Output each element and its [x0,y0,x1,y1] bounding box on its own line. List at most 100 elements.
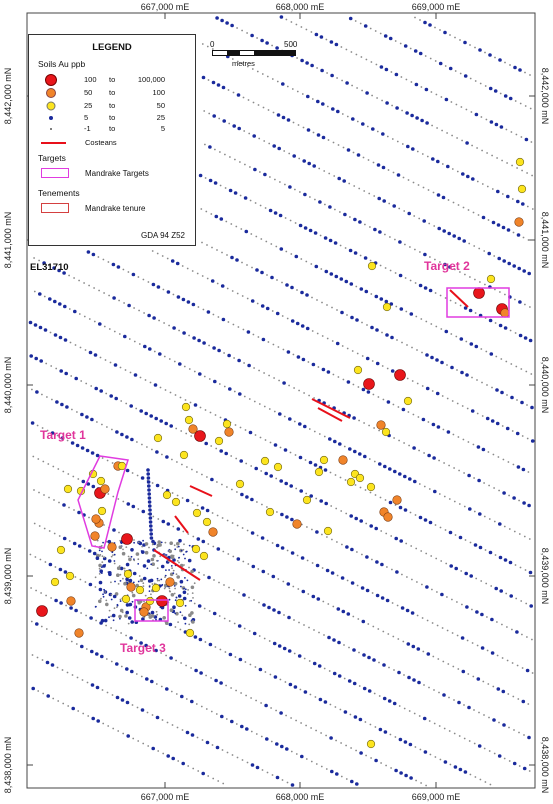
soil-sample-point [46,429,49,432]
soil-sample-point [179,579,184,584]
soil-sample-point [483,714,485,716]
soil-sample-point [438,691,440,694]
soil-sample-point [58,302,62,306]
soil-sample-point [271,44,273,47]
soil-sample-point [282,381,286,385]
soil-sample-point [176,295,181,299]
soil-sample-point [362,156,365,159]
soil-sample-point [514,100,517,102]
soil-sample-point [422,716,427,721]
soil-sample-point [448,464,450,467]
soil-sample-point [414,514,417,516]
soil-sample-point [257,568,260,570]
soil-sample-point [519,102,522,105]
soil-sample-point [183,616,187,621]
soil-sample-point [417,680,421,685]
soil-sample-point [242,96,245,99]
soil-sample-point [195,703,198,705]
soil-sample-point [506,194,510,199]
soil-sample-point [472,443,475,446]
soil-sample-point [261,769,264,771]
soil-sample-point [107,571,110,573]
soil-sample-point [442,229,447,233]
soil-sample-point [511,430,514,432]
soil-sample-point [169,541,173,545]
soil-sample-point [348,182,351,185]
soil-sample-point [439,29,441,31]
soil-sample-point [450,101,453,103]
soil-sample-point [439,261,441,263]
soil-sample-point [382,199,387,203]
soil-sample-point [521,467,526,472]
soil-sample-point [320,268,323,270]
soil-sample-point [65,638,68,640]
soil-sample-point [302,126,305,129]
soil-sample-point [96,539,99,542]
soil-sample-point [98,580,103,585]
soil-sample-point [492,685,495,688]
soil-sample-point [478,247,481,250]
target-3-outline [134,599,169,622]
soil-sample-point [374,526,379,531]
soil-sample-point [409,47,412,50]
soil-sample-point [141,545,144,548]
gold-anomaly [473,287,485,299]
soil-sample-point [531,208,534,210]
soil-sample-point [168,324,171,327]
soil-sample-point [397,638,400,640]
soil-sample-point [469,276,471,278]
soil-sample-point [250,233,253,235]
soil-sample-point [374,726,377,728]
soil-sample-point [290,21,293,23]
soil-sample-point [127,555,130,558]
soil-sample-point [296,57,298,59]
soil-sample-point [420,550,423,552]
soil-sample-point [304,459,307,461]
soil-sample-point [425,552,428,555]
soil-sample-point [428,686,430,689]
soil-sample-point [429,256,431,258]
soil-sample-point [320,765,323,768]
soil-sample-point [382,630,385,633]
soil-sample-point [153,383,158,387]
soil-sample-point [164,576,166,578]
soil-sample-point [522,236,525,239]
soil-sample-point [216,481,218,483]
soil-sample-point [482,680,485,683]
soil-sample-point [285,747,289,751]
soil-sample-point [281,115,286,120]
costean-line-icon [41,142,66,144]
soil-sample-point [452,665,455,668]
soil-sample-point [271,78,274,80]
soil-sample-point [178,538,182,543]
soil-sample-point [520,400,524,405]
soil-sample-point [454,70,457,72]
soil-sample-point [156,613,159,616]
soil-sample-point [147,500,152,504]
soil-sample-point [250,763,255,767]
soil-sample-point [66,671,69,674]
soil-sample-point [317,366,320,368]
soil-sample-point [330,571,335,575]
soil-sample-point [35,589,37,592]
soil-sample-point [95,553,100,558]
soil-sample-point [113,560,116,562]
soil-sample-point [58,535,61,537]
soil-sample-point [201,739,204,741]
gold-anomaly [63,484,73,494]
soil-sample-point [457,668,460,670]
soil-sample-point [312,164,317,168]
soil-sample-point [127,271,130,273]
soil-sample-point [512,463,515,466]
soil-sample-point [290,783,295,787]
soil-sample-point [358,685,361,687]
soil-sample-point [521,435,524,437]
soil-sample-point [237,126,241,131]
soil-sample-point [494,56,496,59]
soil-sample-point [98,322,102,326]
soil-sample-point [349,713,352,716]
soil-sample-point [224,451,228,456]
soil-sample-point [511,164,513,167]
soil-sample-point [530,141,533,143]
soil-sample-point [182,530,185,533]
